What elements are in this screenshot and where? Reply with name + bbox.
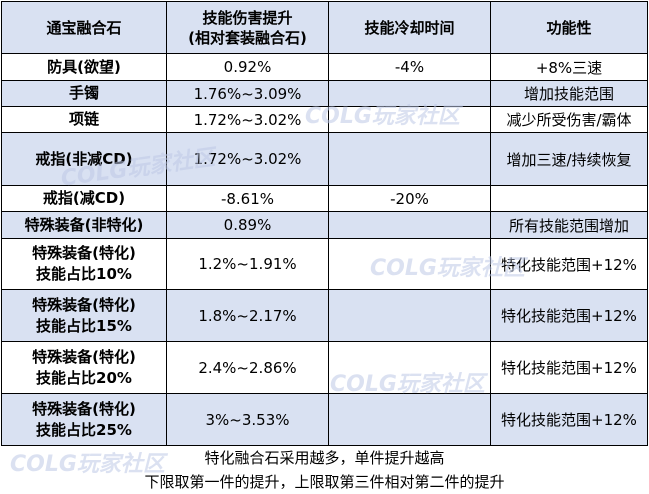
header-row: 通宝融合石 技能伤害提升 (相对套装融合石) 技能冷却时间 功能性 [1,1,648,54]
row-damage: 0.89% [166,211,329,239]
row-damage: 3%~3.53% [166,393,329,446]
table-row: 特殊装备(特化) 技能占比10% 1.2%~1.91% 特化技能范围+12% [1,238,648,290]
table-row: 防具(欲望) 0.92% -4% +8%三速 [1,53,648,81]
footer-note-1: 特化融合石采用越多，单件提升越高 [1,445,648,470]
footer-note-2: 下限取第一件的提升，上限取第三件相对第二件的提升 [1,469,648,494]
table-row: 戒指(减CD) -8.61% -20% [1,185,648,212]
row-function: 所有技能范围增加 [490,211,648,239]
table-row: 戒指(非减CD) 1.72%~3.02% 增加三速/持续恢复 [1,132,648,186]
header-function: 功能性 [490,1,648,54]
row-cooldown [328,211,491,239]
row-damage: 0.92% [166,53,329,81]
row-cooldown: -20% [328,185,491,212]
row-cooldown [328,132,491,186]
footer-row: 特化融合石采用越多，单件提升越高 [1,445,648,470]
row-name: 手镯 [1,80,167,107]
row-function: 特化技能范围+12% [490,289,648,342]
row-cooldown [328,80,491,107]
row-cooldown [328,238,491,290]
row-function: 增加三速/持续恢复 [490,132,648,186]
row-name: 特殊装备(特化) 技能占比15% [1,289,167,342]
row-damage: -8.61% [166,185,329,212]
row-name: 戒指(减CD) [1,185,167,212]
row-function: 特化技能范围+12% [490,393,648,446]
row-function: 减少所受伤害/霸体 [490,106,648,133]
footer-row: 下限取第一件的提升，上限取第三件相对第二件的提升 [1,469,648,494]
row-cooldown [328,393,491,446]
row-function: +8%三速 [490,53,648,81]
row-cooldown [328,289,491,342]
header-stone: 通宝融合石 [1,1,167,54]
table-row: 项链 1.72%~3.02% 减少所受伤害/霸体 [1,106,648,133]
row-name: 特殊装备(特化) 技能占比20% [1,341,167,394]
row-damage: 1.72%~3.02% [166,106,329,133]
row-cooldown [328,106,491,133]
table-row: 手镯 1.76%~3.09% 增加技能范围 [1,80,648,107]
row-damage: 1.2%~1.91% [166,238,329,290]
row-name: 项链 [1,106,167,133]
row-damage: 1.8%~2.17% [166,289,329,342]
row-name: 特殊装备(特化) 技能占比25% [1,393,167,446]
row-cooldown [328,341,491,394]
table-row: 特殊装备(特化) 技能占比15% 1.8%~2.17% 特化技能范围+12% [1,289,648,342]
row-name: 特殊装备(特化) 技能占比10% [1,238,167,290]
row-function: 特化技能范围+12% [490,238,648,290]
row-damage: 1.76%~3.09% [166,80,329,107]
row-function: 增加技能范围 [490,80,648,107]
table-row: 特殊装备(非特化) 0.89% 所有技能范围增加 [1,211,648,239]
row-cooldown: -4% [328,53,491,81]
header-cooldown: 技能冷却时间 [328,1,491,54]
row-name: 特殊装备(非特化) [1,211,167,239]
table-row: 特殊装备(特化) 技能占比25% 3%~3.53% 特化技能范围+12% [1,393,648,446]
row-name: 防具(欲望) [1,53,167,81]
row-name: 戒指(非减CD) [1,132,167,186]
row-damage: 1.72%~3.02% [166,132,329,186]
row-function: 特化技能范围+12% [490,341,648,394]
row-function [490,185,648,212]
table-row: 特殊装备(特化) 技能占比20% 2.4%~2.86% 特化技能范围+12% [1,341,648,394]
header-damage: 技能伤害提升 (相对套装融合石) [166,1,329,54]
row-damage: 2.4%~2.86% [166,341,329,394]
